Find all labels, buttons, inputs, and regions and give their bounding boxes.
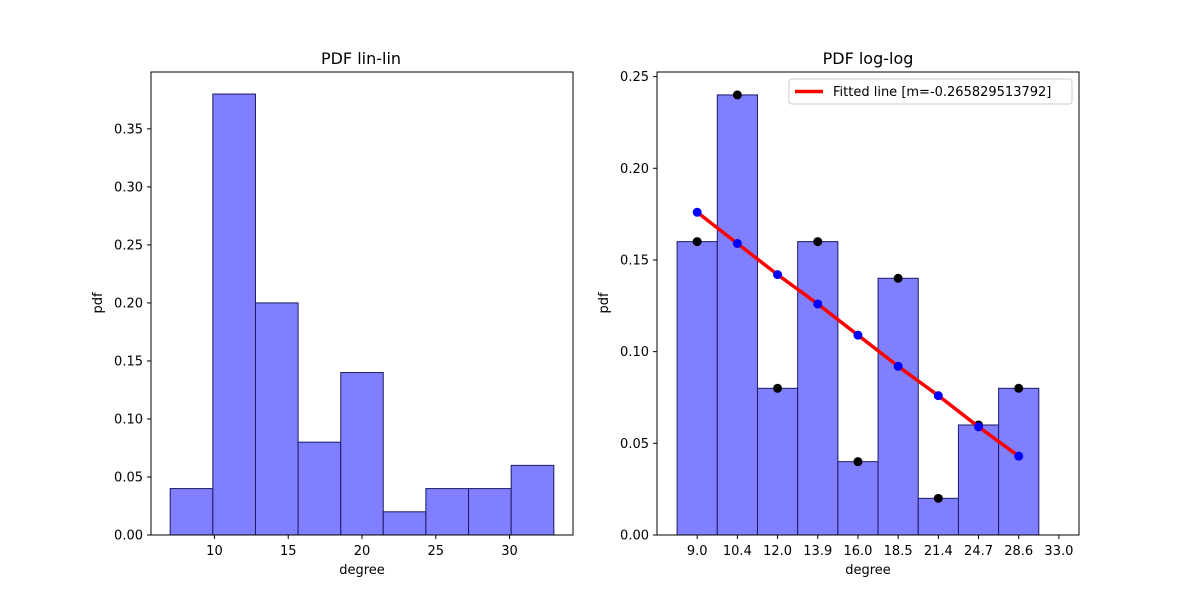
x-tick-label: 10.4	[723, 544, 752, 559]
histogram-bar	[716, 94, 758, 536]
histogram-bar	[297, 441, 342, 536]
y-tick-label: 0.10	[114, 412, 143, 427]
x-axis-label: degree	[339, 563, 385, 578]
x-tick-label: 9.0	[687, 544, 708, 559]
chart-title: PDF lin-lin	[321, 49, 401, 68]
y-tick-label: 0.10	[620, 345, 649, 360]
histogram-bar	[676, 241, 718, 536]
x-tick-label: 15	[280, 544, 297, 559]
y-tick-label: 0.05	[114, 470, 143, 485]
x-tick-label: 16.0	[843, 544, 872, 559]
y-axis-ticks: 0.00 0.05 0.10 0.15 0.20 0.25	[620, 70, 657, 544]
x-tick-label: 21.4	[924, 544, 953, 559]
histogram-bar	[340, 372, 384, 536]
y-tick-label: 0.25	[620, 70, 649, 85]
data-point	[773, 383, 783, 393]
bars-group	[676, 94, 1040, 536]
y-axis-label: pdf	[597, 292, 612, 314]
y-tick-label: 0.30	[114, 180, 143, 195]
chart-log-log: PDF log-log 9.0 10.4 12.0 13.9 16.0 18.5 21.4 2…	[597, 49, 1080, 578]
x-tick-label: 13.9	[803, 544, 832, 559]
data-point	[893, 273, 903, 283]
histogram-bar	[957, 424, 1000, 536]
histogram-bar	[837, 461, 879, 536]
fit-point	[974, 422, 984, 432]
x-tick-label: 24.7	[964, 544, 993, 559]
fit-point	[853, 330, 863, 340]
histogram-bar	[797, 241, 839, 536]
chart-lin-lin: PDF lin-lin 10 15 20 25 30 0.000.050.100.150…	[91, 49, 574, 578]
legend-box	[788, 78, 1073, 105]
fit-line-group	[692, 207, 1024, 461]
y-axis-label: pdf	[91, 292, 106, 314]
histogram-bar	[877, 277, 919, 536]
data-point	[853, 457, 863, 467]
data-point	[933, 493, 943, 503]
y-tick-label: 0.25	[114, 238, 143, 253]
fit-point	[1014, 451, 1024, 461]
histogram-bar	[382, 511, 427, 536]
x-tick-label: 25	[428, 544, 445, 559]
fit-point	[732, 238, 742, 248]
y-tick-label: 0.15	[114, 354, 143, 369]
x-tick-label: 18.5	[884, 544, 913, 559]
histogram-bar	[756, 387, 799, 536]
y-axis-ticks: 0.00 0.05 0.10 0.15 0.20 0.25 0.30 0.35	[114, 122, 151, 544]
fit-point	[813, 299, 823, 309]
fit-point	[893, 361, 903, 371]
x-tick-label: 10	[206, 544, 223, 559]
x-axis-ticks: 9.0 10.4 12.0 13.9 16.0 18.5 21.4 24.7 28.6 33.0	[687, 535, 1073, 559]
y-tick-label: 0.00	[620, 529, 649, 544]
y-tick-label: 0.05	[620, 437, 649, 452]
x-tick-label: 20	[354, 544, 371, 559]
chart-title: PDF log-log	[823, 49, 914, 68]
y-tick-label: 0.15	[620, 253, 649, 268]
x-axis-label: degree	[845, 563, 891, 578]
fit-point	[692, 207, 702, 217]
axes-frame	[656, 71, 1080, 536]
bars-group	[169, 93, 555, 536]
y-tick-label: 0.20	[114, 296, 143, 311]
x-tick-label: 12.0	[763, 544, 792, 559]
fit-point	[773, 270, 783, 280]
histogram-bar	[510, 464, 555, 536]
x-tick-label: 30	[501, 544, 518, 559]
fit-point	[933, 391, 943, 401]
x-tick-label: 33.0	[1044, 544, 1073, 559]
axes-frame	[150, 71, 574, 536]
histogram-bar	[254, 302, 299, 536]
histogram-bar	[917, 497, 959, 536]
data-point	[692, 237, 702, 247]
data-point	[732, 90, 742, 100]
histogram-bar	[998, 387, 1040, 536]
histogram-bar	[169, 488, 214, 536]
x-axis-ticks: 10 15 20 25 30	[206, 535, 518, 559]
y-tick-label: 0.35	[114, 122, 143, 137]
y-tick-label: 0.20	[620, 162, 649, 177]
data-point	[813, 237, 823, 247]
x-tick-label: 28.6	[1004, 544, 1033, 559]
legend: Fitted line [m=-0.265829513792]	[788, 78, 1073, 105]
histogram-bar	[425, 488, 470, 536]
data-point	[1014, 383, 1024, 393]
histogram-bar	[212, 93, 256, 536]
legend-label: Fitted line [m=-0.265829513792]	[833, 85, 1051, 100]
histogram-bar	[468, 488, 512, 536]
y-tick-label: 0.00	[114, 529, 143, 544]
